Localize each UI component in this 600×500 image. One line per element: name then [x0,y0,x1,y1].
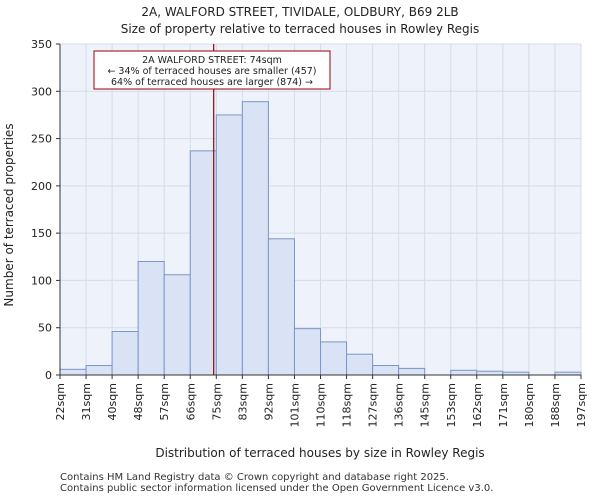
y-tick-label: 100 [31,274,52,287]
x-tick-label: 83sqm [236,383,249,420]
y-tick-label: 150 [31,227,52,240]
bar [372,365,400,376]
y-axis-label: Number of terraced properties [2,123,16,306]
x-tick-label: 31sqm [80,383,93,420]
x-tick-label: 22sqm [54,383,67,420]
y-axis: 0 50 100 150 200 250 300 350 [31,38,61,382]
x-tick-label: 118sqm [341,383,354,427]
x-tick-label: 197sqm [575,383,588,427]
bar [476,370,504,376]
x-axis: 22sqm 31sqm 40sqm 48sqm 57sqm 66sqm 75sqm 83sqm… [54,374,588,427]
x-tick-label: 57sqm [158,383,171,420]
x-tick-label: 145sqm [419,383,432,427]
bars [59,101,582,376]
y-tick-label: 350 [31,38,52,51]
bar [241,101,269,376]
annotation-line-1: 2A WALFORD STREET: 74sqm [142,55,282,66]
chart-title: 2A, WALFORD STREET, TIVIDALE, OLDBURY, B… [141,5,458,19]
x-tick-label: 110sqm [315,383,328,427]
y-tick-label: 200 [31,180,52,193]
x-tick-label: 92sqm [262,383,275,420]
x-tick-label: 180sqm [523,383,536,427]
y-tick-label: 250 [31,133,52,146]
y-tick-label: 0 [45,369,52,382]
x-tick-label: 171sqm [497,383,510,427]
bar [189,150,217,376]
x-tick-label: 188sqm [549,383,562,427]
x-tick-label: 40sqm [106,383,119,420]
x-tick-label: 101sqm [288,383,301,427]
x-tick-label: 48sqm [132,383,145,420]
footer-line-2: Contains public sector information licen… [60,483,494,494]
bar [163,274,191,376]
annotation-line-3: 64% of terraced houses are larger (874) … [111,77,313,88]
x-tick-label: 153sqm [445,383,458,427]
bar [85,365,113,376]
chart-subtitle: Size of property relative to terraced ho… [121,22,479,36]
bar [59,368,87,376]
x-tick-label: 162sqm [471,383,484,427]
y-tick-label: 50 [38,322,52,335]
footer: Contains HM Land Registry data © Crown c… [60,472,493,494]
bar [137,261,165,376]
annotation-box: 2A WALFORD STREET: 74sqm ← 34% of terrac… [93,50,331,90]
bar [215,114,243,376]
x-axis-label: Distribution of terraced houses by size … [155,446,484,460]
bar [320,341,348,376]
x-tick-label: 136sqm [393,383,406,427]
x-tick-label: 127sqm [367,383,380,427]
annotation-line-2: ← 34% of terraced houses are smaller (45… [107,66,316,77]
footer-line-1: Contains HM Land Registry data © Crown c… [60,472,449,483]
bar [111,330,139,376]
bar [267,238,295,376]
bar [450,369,478,376]
y-tick-label: 300 [31,85,52,98]
x-tick-label: 66sqm [184,383,197,420]
bar [346,353,374,376]
bar [293,328,322,376]
bar [398,367,426,376]
x-tick-label: 75sqm [210,383,223,420]
